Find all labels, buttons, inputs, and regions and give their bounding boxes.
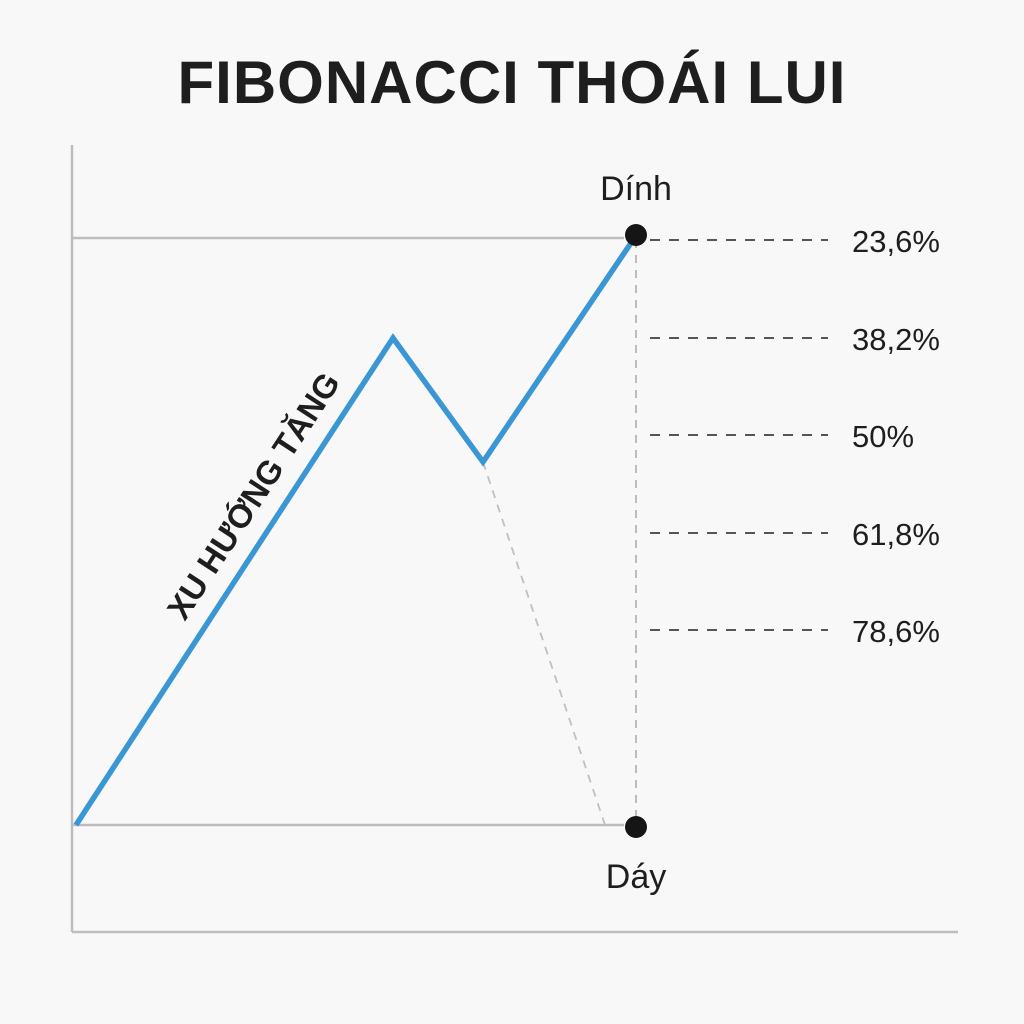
trough-label: Dáy: [606, 858, 666, 896]
trough-point: [625, 816, 647, 838]
level-label-3: 50%: [852, 419, 914, 454]
trend-line: [73, 238, 636, 827]
trend-label: XU HƯỚNG TĂNG: [160, 366, 347, 626]
peak-label: Dính: [600, 170, 672, 208]
diagram-title: FIBONACCI THOÁI LUI: [177, 49, 847, 116]
level-label-4: 61,8%: [852, 517, 940, 552]
peak-point: [625, 224, 647, 246]
level-label-2: 38,2%: [852, 322, 940, 357]
projection-dashed-line: [482, 461, 606, 826]
level-label-5: 78,6%: [852, 614, 940, 649]
level-label-1: 23,6%: [852, 224, 940, 259]
